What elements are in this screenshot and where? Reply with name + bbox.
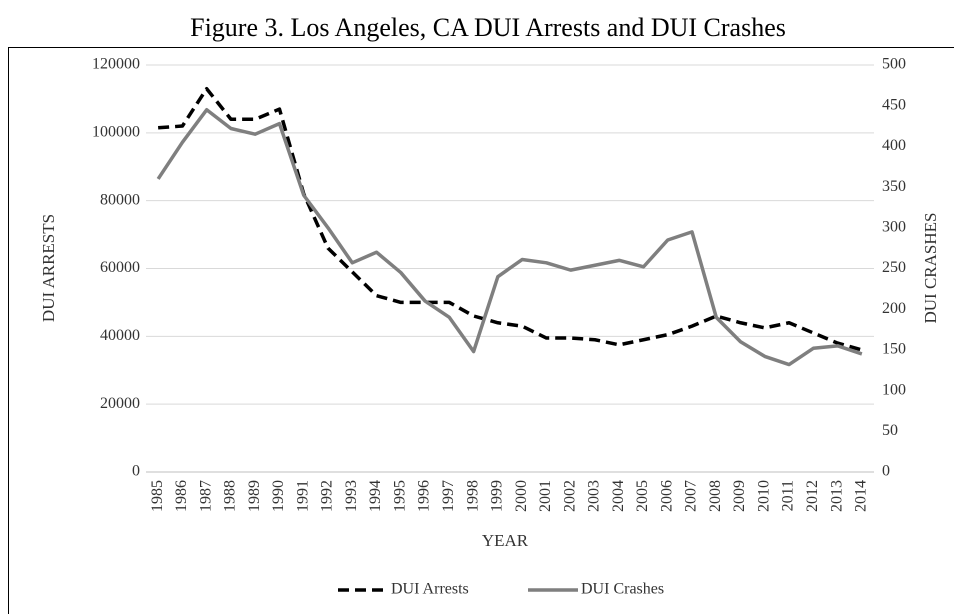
y-tick-label: 20000 — [100, 395, 140, 412]
y2-tick-label: 400 — [882, 137, 906, 154]
y-tick-label: 100000 — [92, 124, 140, 141]
y2-axis-label: DUI CRASHES — [921, 213, 940, 324]
x-tick-label: 1992 — [319, 480, 336, 512]
x-tick-label: 1993 — [343, 480, 360, 512]
x-tick-label: 2009 — [731, 480, 748, 512]
x-tick-label: 2007 — [683, 480, 700, 512]
x-tick-label: 2003 — [586, 480, 603, 512]
y2-tick-label: 450 — [882, 96, 906, 113]
y-axis-label: DUI ARRESTS — [39, 214, 58, 322]
x-tick-label: 2001 — [537, 480, 554, 512]
y2-tick-label: 350 — [882, 178, 906, 195]
y2-tick-label: 0 — [882, 463, 890, 480]
x-tick-label: 1986 — [173, 480, 190, 512]
x-tick-label: 1985 — [149, 480, 166, 512]
x-tick-label: 1996 — [416, 480, 433, 512]
y-tick-label: 120000 — [92, 56, 140, 73]
y-tick-label: 60000 — [100, 259, 140, 276]
legend-label: DUI Arrests — [391, 581, 469, 598]
chart-frame — [8, 47, 954, 614]
x-tick-label: 1994 — [367, 480, 384, 512]
x-tick-label: 1999 — [489, 480, 506, 512]
series-line — [156, 108, 863, 367]
x-tick-label: 1988 — [222, 480, 239, 512]
x-tick-label: 2014 — [853, 480, 870, 512]
x-tick-label: 1991 — [294, 480, 311, 512]
series-line — [158, 86, 863, 352]
y2-tick-label: 300 — [882, 218, 906, 235]
chart-title: Figure 3. Los Angeles, CA DUI Arrests an… — [190, 13, 786, 42]
x-tick-label: 2006 — [658, 480, 675, 512]
y2-tick-label: 50 — [882, 422, 898, 439]
x-tick-label: 1987 — [197, 480, 214, 512]
y2-tick-label: 100 — [882, 381, 906, 398]
x-tick-label: 2000 — [513, 480, 530, 512]
x-tick-label: 1990 — [270, 480, 287, 512]
x-tick-label: 2010 — [755, 480, 772, 512]
x-axis-label: YEAR — [482, 531, 529, 550]
x-tick-label: 1989 — [246, 480, 263, 512]
y2-tick-label: 200 — [882, 300, 906, 317]
x-tick-label: 1997 — [440, 480, 457, 512]
y-tick-label: 40000 — [100, 327, 140, 344]
x-tick-label: 2005 — [634, 480, 651, 512]
x-tick-label: 1998 — [464, 480, 481, 512]
x-tick-label: 2011 — [780, 480, 797, 511]
x-tick-label: 2002 — [561, 480, 578, 512]
x-tick-label: 1995 — [391, 480, 408, 512]
y2-tick-label: 500 — [882, 56, 906, 73]
y2-tick-label: 250 — [882, 259, 906, 276]
y-tick-label: 0 — [132, 463, 140, 480]
x-tick-label: 2004 — [610, 480, 627, 512]
y-tick-label: 80000 — [100, 191, 140, 208]
x-tick-label: 2012 — [804, 480, 821, 512]
legend-label: DUI Crashes — [581, 581, 664, 598]
x-tick-label: 2013 — [828, 480, 845, 512]
y2-tick-label: 150 — [882, 341, 906, 358]
x-tick-label: 2008 — [707, 480, 724, 512]
